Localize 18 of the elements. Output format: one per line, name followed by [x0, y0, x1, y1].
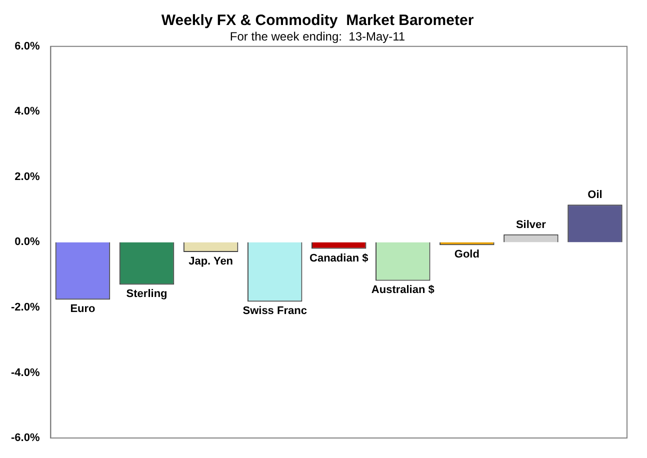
y-tick-label: 0.0%	[14, 236, 40, 248]
y-tick-label: 4.0%	[14, 106, 40, 118]
x-tick-label: Sterling	[126, 288, 168, 300]
x-tick-label: Oil	[588, 189, 602, 202]
x-tick-label: Gold	[454, 248, 480, 261]
y-tick-label: -2.0%	[10, 302, 40, 314]
x-tick-label: Canadian $	[310, 252, 368, 264]
y-tick-label: -6.0%	[10, 432, 40, 444]
y-tick-label: 6.0%	[14, 40, 40, 52]
chart-title: Weekly FX & Commodity Market Barometer	[161, 12, 474, 30]
x-tick-label: Jap. Yen	[188, 256, 234, 268]
x-tick-label: Swiss Franc	[242, 305, 307, 318]
x-tick-label: Silver	[516, 218, 547, 231]
y-tick-label: -4.0%	[10, 366, 40, 379]
y-tick-label: 2.0%	[14, 170, 40, 183]
x-tick-label: Euro	[70, 303, 96, 316]
x-tick-label: Australian $	[371, 284, 434, 296]
chart-subtitle: For the week ending: 13-May-11	[230, 30, 406, 44]
